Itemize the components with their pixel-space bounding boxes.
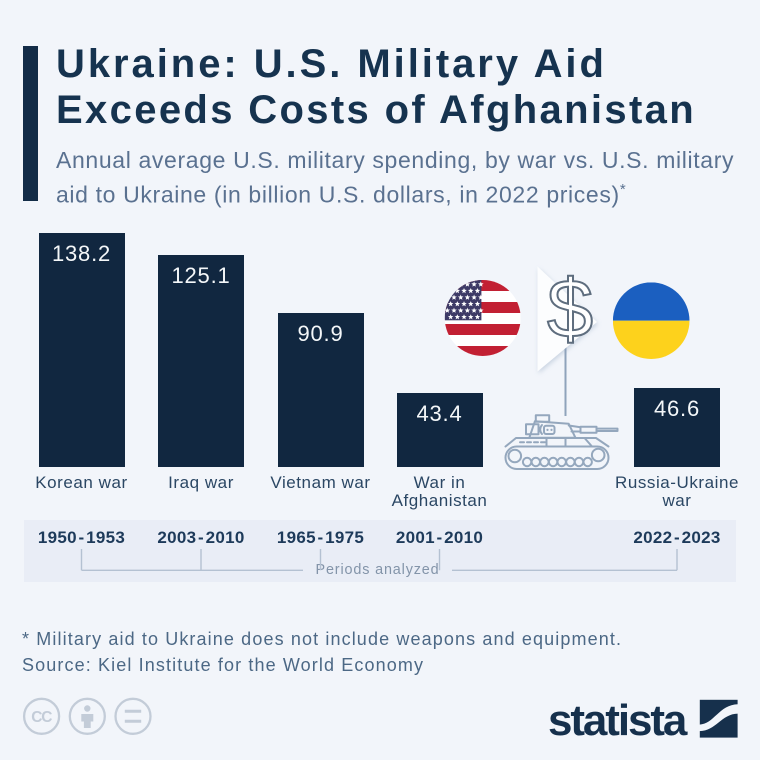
svg-text:CC: CC [31,709,52,726]
